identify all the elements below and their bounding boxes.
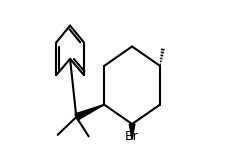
Polygon shape — [129, 124, 135, 140]
Text: Br: Br — [125, 130, 139, 143]
Polygon shape — [75, 105, 104, 120]
